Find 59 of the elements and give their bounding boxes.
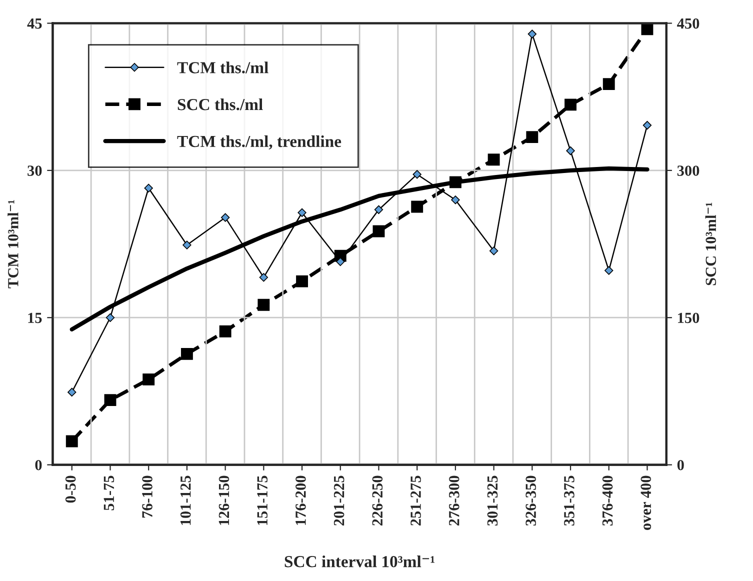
point [336, 257, 345, 266]
x-tick-label: 276-300 [448, 476, 460, 526]
point [259, 273, 268, 282]
x-tick-label: 226-250 [372, 476, 383, 526]
y-tick-label: 45 [27, 18, 42, 29]
point [412, 170, 422, 179]
y-tick-label: 0 [35, 460, 42, 470]
point [106, 313, 115, 322]
point [66, 435, 78, 448]
point [144, 184, 153, 192]
y2-tick-label: 450 [677, 18, 700, 29]
point [68, 388, 76, 397]
point [566, 146, 575, 156]
point [296, 275, 308, 288]
y2-tick-label: 0 [677, 460, 684, 470]
y-axis-title: TCM 10³ml⁻¹ [8, 200, 18, 288]
point [488, 154, 500, 166]
point [220, 213, 230, 222]
x-tick-label: 326-350 [526, 476, 536, 526]
point [374, 205, 384, 214]
x-tick-label: 51-75 [104, 476, 114, 510]
x-tick-label: 251-275 [410, 476, 421, 526]
point [528, 30, 537, 38]
x-tick-label: 76-100 [142, 476, 152, 518]
point [219, 325, 232, 338]
point [258, 298, 270, 311]
x-tick-label: 201-225 [334, 476, 344, 526]
y-tick-label: 15 [28, 312, 42, 324]
point [298, 208, 306, 217]
point [489, 246, 498, 256]
point [104, 394, 116, 406]
legend-label: TCM ths./ml, trendline [177, 135, 342, 150]
point [604, 266, 614, 275]
point [451, 196, 460, 204]
y2-tick-label: 300 [677, 166, 700, 176]
point [526, 131, 538, 144]
x-axis-title: SCC interval 10³ml⁻¹ [284, 556, 434, 568]
point [142, 373, 155, 386]
x-tick-label: 376-400 [602, 476, 613, 526]
x-tick-label: 301-325 [487, 476, 498, 526]
x-tick-label: over 400 [640, 476, 652, 530]
legend-label: TCM ths./ml [177, 62, 268, 74]
x-tick-label: 126-150 [218, 476, 230, 525]
x-tick-label: 351-375 [564, 476, 574, 526]
legend-label: SCC ths./ml [178, 98, 263, 110]
y-tick-label: 30 [28, 166, 42, 176]
y2-axis-title: SCC 10³ml⁻¹ [705, 202, 716, 286]
point [602, 78, 615, 90]
x-tick-label: 176-200 [296, 476, 306, 525]
y2-tick-label: 150 [678, 312, 700, 324]
x-tick-label: 151-175 [257, 476, 268, 525]
point [411, 200, 424, 213]
point [182, 240, 192, 250]
point [642, 120, 652, 130]
x-tick-label: 0-50 [65, 476, 76, 503]
x-tick-label: 101-125 [180, 476, 191, 525]
point [372, 225, 385, 238]
point [564, 98, 576, 111]
point [180, 348, 193, 360]
